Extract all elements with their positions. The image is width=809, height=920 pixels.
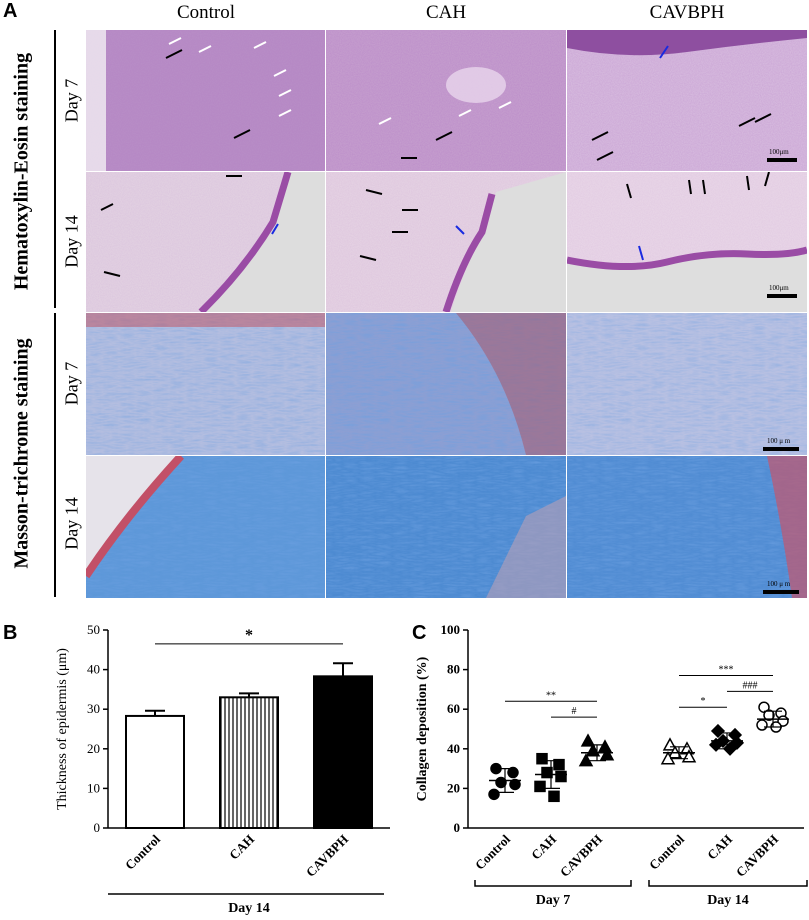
group-label-b: Day 14	[228, 901, 270, 916]
point-day7-cavbph	[597, 739, 613, 753]
point-day7-cavbph	[599, 747, 615, 761]
micrograph-mt-day14-cah	[326, 456, 566, 598]
point-day7-cah	[541, 766, 553, 779]
column-header-cavbph: CAVBPH	[649, 2, 725, 23]
micrograph-he-day7-control	[86, 30, 325, 171]
y-tick-label-b: 20	[87, 741, 100, 756]
micrograph-mt-day7-cavbph: 100 μ m	[567, 313, 807, 455]
micrograph-he-day14-control	[86, 172, 325, 312]
section-bracket-masson	[54, 313, 56, 597]
x-tick-label-b-cah: CAH	[226, 832, 257, 863]
x-tick-label-c-cah: CAH	[528, 832, 559, 863]
point-day7-cah	[553, 758, 565, 771]
point-day7-control	[507, 766, 519, 779]
point-day14-cah	[710, 723, 726, 739]
group-bracket-c	[474, 880, 632, 887]
scale-bar-mt-day7: 100 μ m	[767, 437, 791, 445]
point-day7-cah	[534, 780, 546, 793]
x-tick-label-c-cavbph: CAVBPH	[733, 832, 781, 880]
y-tick-label-b: 0	[94, 820, 101, 835]
y-tick-label-b: 30	[87, 701, 100, 716]
panel-letter-a: A	[3, 0, 18, 22]
micrograph-mt-day7-cah	[326, 313, 566, 455]
point-day14-cah	[708, 737, 724, 752]
micrograph-mt-day14-control	[86, 456, 325, 598]
y-axis-label-c: Collagen deposition (%)	[415, 656, 430, 801]
y-tick-label-b: 40	[87, 662, 100, 677]
column-header-control: Control	[176, 2, 236, 23]
significance-label-b: *	[245, 627, 253, 644]
significance-label-c: **	[546, 690, 556, 701]
y-tick-label-c: 0	[454, 820, 461, 835]
point-day7-cavbph	[580, 733, 596, 747]
day-label-mt-14: Day 14	[61, 497, 82, 550]
day-label-he-14: Day 14	[61, 215, 82, 268]
section-bracket-he	[54, 30, 56, 308]
y-tick-label-c: 40	[447, 741, 460, 756]
significance-label-c: #	[572, 706, 577, 717]
y-axis-label-b: Thickness of epidermis (μm)	[55, 648, 70, 810]
micrograph-mt-day14-cavbph: 100 μ m	[567, 456, 807, 598]
significance-label-c: ###	[743, 680, 758, 691]
micrograph-mt-day7-control	[86, 313, 325, 455]
point-day7-cah	[548, 790, 560, 803]
significance-label-c: *	[701, 696, 706, 707]
point-day14-cavbph	[758, 701, 770, 713]
column-header-cah: CAH	[425, 2, 467, 23]
x-tick-label-b-control: Control	[122, 831, 163, 872]
y-tick-label-c: 60	[447, 701, 460, 716]
scale-bar-he-day7: 100μm	[769, 148, 789, 156]
micrograph-he-day14-cavbph: 100μm	[567, 172, 807, 312]
point-day14-cavbph	[763, 709, 775, 721]
y-tick-label-c: 100	[441, 622, 461, 637]
point-day7-cah	[555, 770, 567, 783]
group-bracket-c	[648, 880, 808, 887]
y-tick-label-b: 10	[87, 780, 100, 795]
x-tick-label-c-control: Control	[472, 831, 513, 872]
scale-bar-mt-day14: 100 μ m	[767, 580, 791, 588]
y-tick-label-c: 80	[447, 662, 460, 677]
x-tick-label-c-control: Control	[646, 831, 687, 872]
y-tick-label-b: 50	[87, 622, 100, 637]
x-tick-label-b-cavbph: CAVBPH	[303, 832, 351, 880]
panel-letter-b: B	[3, 622, 18, 644]
chart-b-epidermis-thickness: 0 10 20 30 40 50 Thickness of epidermis (μm) Co…	[55, 622, 390, 916]
section-label-he: Hematoxylin-Eosin staining	[10, 52, 33, 291]
group-label-c: Day 14	[707, 893, 749, 908]
micrograph-he-day7-cavbph: 100μm	[567, 30, 807, 171]
day-label-mt-7: Day 7	[61, 361, 82, 406]
bar-control	[125, 714, 185, 829]
scale-bar-he-day14: 100μm	[769, 284, 789, 292]
point-day7-control	[488, 788, 500, 801]
point-day7-cah	[536, 752, 548, 765]
group-label-c: Day 7	[536, 893, 571, 908]
panel-letter-c: C	[412, 622, 427, 644]
micrograph-he-day7-cah	[326, 30, 566, 171]
bar-cah	[219, 696, 279, 829]
bar-cavbph	[313, 675, 373, 829]
y-tick-label-c: 20	[447, 780, 460, 795]
day-label-he-7: Day 7	[61, 78, 82, 123]
x-tick-label-c-cavbph: CAVBPH	[557, 832, 605, 880]
point-day7-control	[509, 778, 521, 791]
section-label-masson: Masson-trichrome staining	[10, 338, 33, 569]
micrograph-he-day14-cah	[326, 172, 566, 312]
significance-label-c: ***	[719, 665, 734, 676]
x-tick-label-c-cah: CAH	[704, 832, 735, 863]
point-day14-cavbph	[756, 719, 768, 731]
